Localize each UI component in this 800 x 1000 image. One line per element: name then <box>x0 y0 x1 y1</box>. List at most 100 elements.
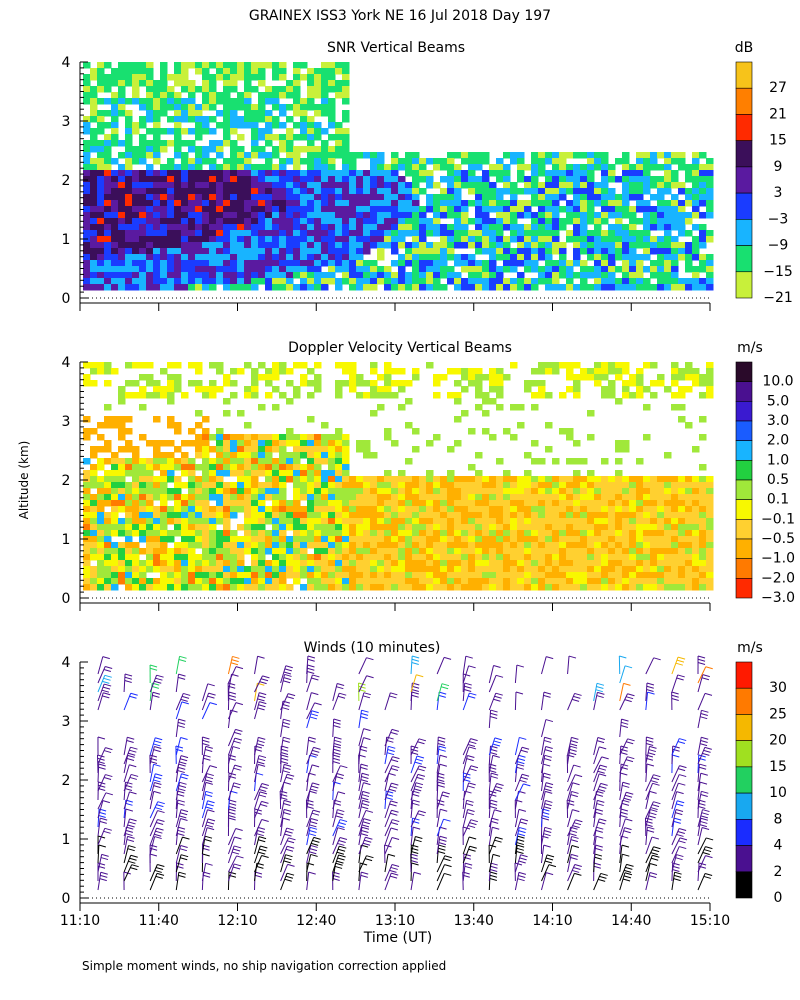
heatmap-cell <box>615 476 623 483</box>
heatmap-cell <box>377 272 385 279</box>
snr-colorbar-unit: dB <box>735 40 754 56</box>
heatmap-cell <box>447 488 455 495</box>
heatmap-cell <box>286 284 294 291</box>
heatmap-cell <box>363 524 371 531</box>
heatmap-cell <box>125 488 133 495</box>
heatmap-cell <box>664 452 672 459</box>
heatmap-cell <box>160 572 168 579</box>
heatmap-cell <box>538 578 546 585</box>
heatmap-cell <box>181 524 189 531</box>
heatmap-cell <box>545 446 553 453</box>
heatmap-cell <box>244 236 252 243</box>
heatmap-cell <box>146 68 154 75</box>
heatmap-cell <box>195 422 203 429</box>
heatmap-cell <box>657 200 665 207</box>
colorbar-label: −3.0 <box>761 590 795 606</box>
heatmap-cell <box>489 536 497 543</box>
heatmap-cell <box>531 236 539 243</box>
heatmap-cell <box>258 404 266 411</box>
heatmap-cell <box>398 206 406 213</box>
heatmap-cell <box>601 272 609 279</box>
heatmap-cell <box>153 230 161 237</box>
heatmap-cell <box>685 176 693 183</box>
heatmap-cell <box>342 278 350 285</box>
heatmap-cell <box>587 200 595 207</box>
winds-panel-title: Winds (10 minutes) <box>304 640 441 656</box>
heatmap-cell <box>608 260 616 267</box>
heatmap-cell <box>650 512 658 519</box>
heatmap-cell <box>279 578 287 585</box>
heatmap-cell <box>83 176 91 183</box>
heatmap-cell <box>559 518 567 525</box>
heatmap-cell <box>209 62 217 69</box>
y-tick-label: 2 <box>62 473 71 489</box>
heatmap-cell <box>594 158 602 165</box>
heatmap-cell <box>643 404 651 411</box>
heatmap-cell <box>237 440 245 447</box>
heatmap-cell <box>251 494 259 501</box>
heatmap-cell <box>244 200 252 207</box>
heatmap-cell <box>146 242 154 249</box>
heatmap-cell <box>314 110 322 117</box>
heatmap-cell <box>223 494 231 501</box>
heatmap-cell <box>559 488 567 495</box>
heatmap-cell <box>370 566 378 573</box>
heatmap-cell <box>384 206 392 213</box>
heatmap-cell <box>580 518 588 525</box>
heatmap-cell <box>475 176 483 183</box>
heatmap-cell <box>699 230 707 237</box>
heatmap-cell <box>265 584 273 591</box>
heatmap-cell <box>286 428 294 435</box>
wind-barb <box>201 765 218 783</box>
heatmap-cell <box>132 470 140 477</box>
heatmap-cell <box>559 362 567 369</box>
heatmap-cell <box>601 170 609 177</box>
heatmap-cell <box>97 518 105 525</box>
heatmap-cell <box>629 524 637 531</box>
heatmap-cell <box>146 500 154 507</box>
heatmap-cell <box>104 404 112 411</box>
heatmap-cell <box>671 392 679 399</box>
heatmap-cell <box>97 458 105 465</box>
heatmap-cell <box>195 524 203 531</box>
heatmap-cell <box>111 224 119 231</box>
heatmap-cell <box>342 524 350 531</box>
heatmap-cell <box>160 230 168 237</box>
heatmap-cell <box>146 578 154 585</box>
heatmap-cell <box>272 122 280 129</box>
heatmap-cell <box>90 578 98 585</box>
heatmap-cell <box>251 176 259 183</box>
heatmap-cell <box>195 584 203 591</box>
heatmap-cell <box>237 218 245 225</box>
heatmap-cell <box>664 542 672 549</box>
heatmap-cell <box>643 248 651 255</box>
heatmap-cell <box>552 218 560 225</box>
heatmap-cell <box>174 554 182 561</box>
heatmap-cell <box>664 236 672 243</box>
heatmap-cell <box>342 152 350 159</box>
heatmap-cell <box>594 560 602 567</box>
heatmap-cell <box>335 434 343 441</box>
heatmap-cell <box>307 206 315 213</box>
heatmap-cell <box>566 368 574 375</box>
heatmap-cell <box>272 254 280 261</box>
heatmap-cell <box>209 464 217 471</box>
heatmap-cell <box>468 272 476 279</box>
heatmap-cell <box>559 494 567 501</box>
heatmap-cell <box>174 260 182 267</box>
heatmap-cell <box>314 248 322 255</box>
heatmap-cell <box>601 482 609 489</box>
heatmap-cell <box>391 512 399 519</box>
heatmap-cell <box>503 176 511 183</box>
heatmap-cell <box>496 212 504 219</box>
heatmap-cell <box>636 482 644 489</box>
heatmap-cell <box>440 284 448 291</box>
heatmap-cell <box>468 278 476 285</box>
heatmap-cell <box>265 86 273 93</box>
heatmap-cell <box>636 230 644 237</box>
wind-barb <box>410 799 420 819</box>
heatmap-cell <box>139 224 147 231</box>
heatmap-cell <box>342 116 350 123</box>
heatmap-cell <box>559 194 567 201</box>
heatmap-cell <box>314 236 322 243</box>
